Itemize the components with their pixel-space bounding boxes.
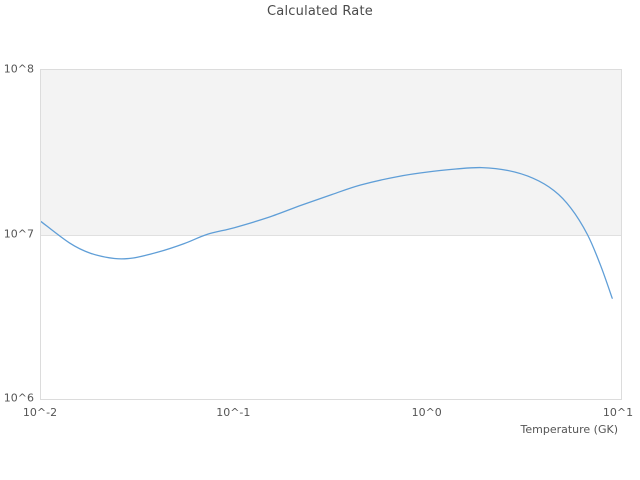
y-tick-10e7: 10^7	[3, 227, 34, 240]
gridline-10e7	[41, 234, 621, 236]
x-tick-10e-2: 10^-2	[22, 406, 58, 419]
plot-area	[40, 69, 622, 400]
chart-title: Calculated Rate	[267, 4, 373, 19]
x-tick-10e-1: 10^-1	[216, 406, 251, 419]
x-tick-10e0: 10^0	[411, 406, 442, 419]
y-tick-10e8: 10^8	[3, 62, 34, 76]
y-tick-10e6: 10^6	[3, 391, 34, 405]
rate-line	[41, 166, 613, 299]
x-tick-10e1: 10^1	[602, 406, 634, 419]
plot-band	[41, 70, 621, 235]
x-axis-title: Temperature (GK)	[520, 423, 619, 436]
rate-line-svg	[41, 166, 613, 299]
